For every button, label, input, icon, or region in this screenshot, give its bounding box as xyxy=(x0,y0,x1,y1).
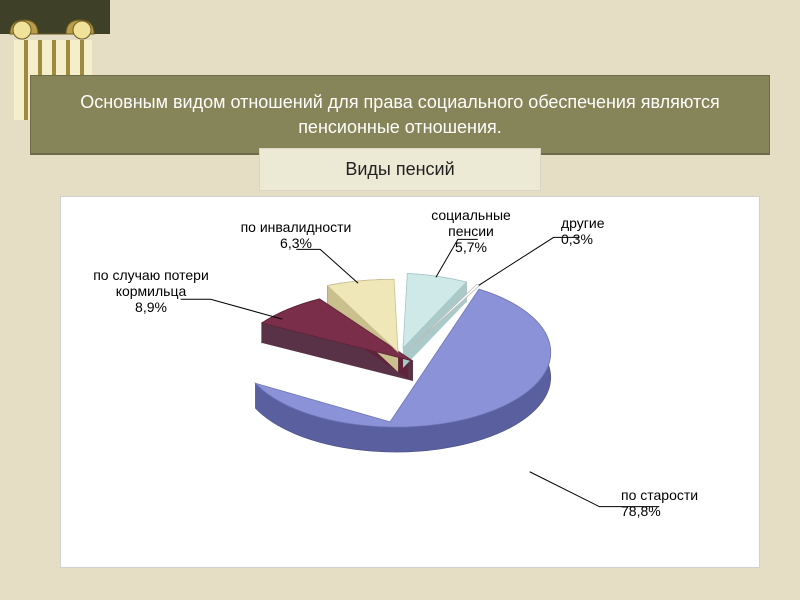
title-text: Основным видом отношений для права социа… xyxy=(80,92,720,137)
chart-panel: по старости 78,8% по случаю потери корми… xyxy=(60,196,760,568)
title-band: Основным видом отношений для права социа… xyxy=(30,75,770,155)
slice-label-survivor: по случаю потери кормильца 8,9% xyxy=(71,267,231,315)
subtitle-text: Виды пенсий xyxy=(345,159,454,179)
slice-label-other: другие 0,3% xyxy=(561,215,661,247)
slice-label-old-age: по старости 78,8% xyxy=(621,487,698,519)
pie-chart: по старости 78,8% по случаю потери корми… xyxy=(61,197,759,567)
subtitle-band: Виды пенсий xyxy=(259,148,541,191)
slice-label-disability: по инвалидности 6,3% xyxy=(211,219,381,251)
slice-label-social: социальные пенсии 5,7% xyxy=(401,207,541,255)
